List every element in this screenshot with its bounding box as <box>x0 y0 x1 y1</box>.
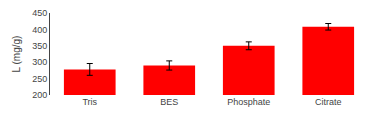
svg-text:L (mg/g): L (mg/g) <box>11 36 22 73</box>
svg-text:350: 350 <box>32 41 47 51</box>
svg-text:Citrate: Citrate <box>315 97 342 107</box>
svg-text:Tris: Tris <box>82 97 97 107</box>
svg-text:BES: BES <box>160 97 178 107</box>
svg-text:300: 300 <box>32 57 47 67</box>
svg-text:450: 450 <box>32 8 47 18</box>
svg-text:200: 200 <box>32 90 47 100</box>
svg-text:Phosphate: Phosphate <box>227 97 270 107</box>
svg-text:250: 250 <box>32 74 47 84</box>
svg-text:400: 400 <box>32 25 47 35</box>
